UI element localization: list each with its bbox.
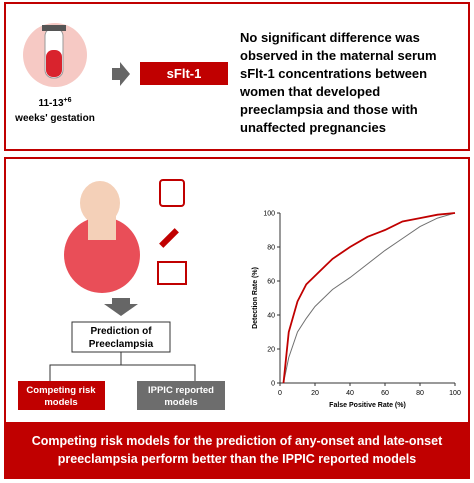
connector [49,364,196,381]
roc-line [282,212,456,384]
y-axis-label: Detection Rate (%) [252,267,259,329]
arrow-down [104,298,138,316]
x-tick-label: 100 [449,390,461,397]
model-b-box [137,381,225,410]
y-tick-label: 20 [267,347,275,354]
top-panel [4,2,470,151]
tube-icon-small [159,228,179,248]
x-tick-label: 80 [416,390,424,397]
tube-blood [46,50,62,77]
marker-box [140,62,228,85]
model-a-label: models [44,397,77,408]
y-tick-label: 40 [267,313,275,320]
gestation-label: weeks' gestation [14,113,95,124]
arrow [112,62,130,86]
x-tick-label: 60 [381,390,389,397]
model-b-label: IPPIC reported [148,385,214,396]
y-tick-label: 60 [267,279,275,286]
x-axis-label: False Positive Rate (%) [329,402,406,409]
figure-arm [88,210,116,240]
conclusion-text: Competing risk models for the prediction… [32,434,443,448]
finding-line: unaffected pregnancies [240,120,386,135]
x-tick-label: 0 [278,390,282,397]
x-tick-label: 40 [346,390,354,397]
ultrasound-icon [157,261,187,285]
finding-line: sFlt-1 concentrations between [240,66,427,81]
finding-line: preeclampsia and those with [240,102,418,117]
model-a-box [18,381,105,410]
y-tick-label: 100 [263,211,275,218]
y-tick-label: 80 [267,245,275,252]
model-b-label: models [164,397,197,408]
prediction-label: Prediction of [90,326,152,337]
finding-line: observed in the maternal serum [240,48,437,63]
x-tick-label: 20 [311,390,319,397]
finding-text: No significant difference was observed in… [239,30,437,135]
roc-chart: 0 20 40 60 80 100 0 20 40 60 80 100 False Positive R… [252,211,461,410]
gestation-weeks: 11-13+6 [38,97,71,109]
finding-line: No significant difference was [240,30,420,45]
y-tick-label: 0 [271,381,275,388]
monitor-icon [159,179,185,207]
model-a-label: Competing risk [26,385,96,396]
conclusion-text: preeclampsia perform better than the IPP… [58,452,416,466]
roc-line [283,212,456,384]
prediction-label: Preeclampsia [89,339,154,350]
marker-label: sFlt-1 [167,66,202,81]
tube-cap [42,25,66,31]
finding-line: women that developed [239,84,380,99]
conclusion-banner [5,422,469,478]
figure-belly [64,217,140,293]
